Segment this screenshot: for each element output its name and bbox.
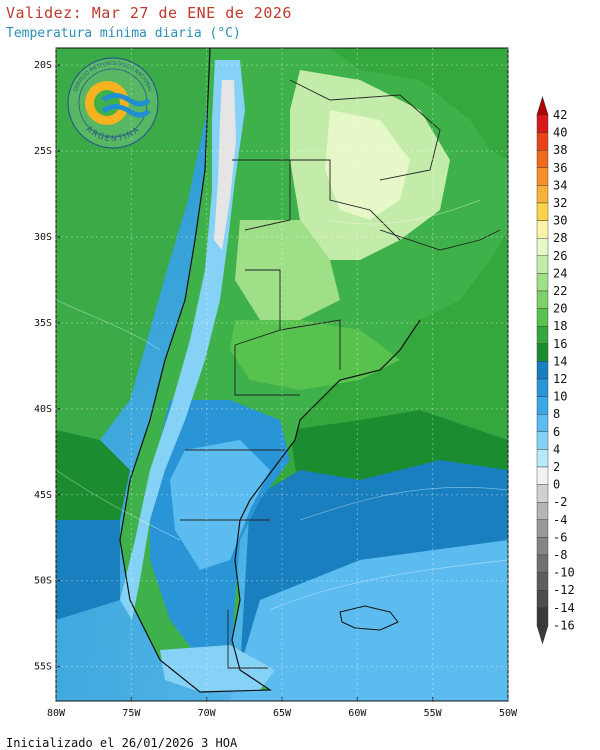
colorbar-level-label: 4 [553,442,560,456]
colorbar-level-label: 24 [553,266,567,280]
colorbar-level-label: -10 [553,566,575,580]
colorbar-swatch [536,502,549,521]
colorbar-swatch [536,414,549,433]
colorbar-level-label: 30 [553,214,567,228]
colorbar-swatch [536,361,549,380]
colorbar-level-label: 12 [553,372,567,386]
colorbar-level-label: 42 [553,108,567,122]
pacific-cool-band [56,430,130,540]
colorbar-swatch [536,466,549,485]
colorbar-level-label: 22 [553,284,567,298]
colorbar-level-label: 36 [553,161,567,175]
pampa-green-zone [230,320,400,390]
colorbar-swatch [536,396,549,415]
colorbar-swatch [536,554,549,573]
tierra-del-fuego [160,645,275,692]
colorbar-swatch [536,519,549,538]
province-borders [180,79,501,669]
lat-tick-label: 20S [34,60,52,71]
colorbar-level-label: -4 [553,513,567,527]
colorbar-level-label: 26 [553,249,567,263]
colorbar-swatch [536,590,549,609]
colorbar-level-label: -8 [553,548,567,562]
lat-tick-label: 45S [34,490,52,501]
colorbar-swatch [536,607,549,626]
colorbar-level-label: -14 [553,601,575,615]
colorbar-level-label: -6 [553,530,567,544]
lon-tick-label: 75W [122,708,141,719]
colorbar-swatch [536,167,549,186]
colorbar-level-label: -2 [553,495,567,509]
lat-tick-label: 50S [34,576,52,587]
colorbar-swatch [536,202,549,221]
interior-mid-zone [235,220,340,320]
andes-strip [120,60,245,620]
colorbar-level-label: 38 [553,143,567,157]
lat-tick-label: 25S [34,146,52,157]
contour-lines [56,199,508,611]
andes-snow [214,80,236,250]
interior-pale-zone [325,110,410,220]
longitude-axis: 80W 75W 70W 65W 60W 55W 50W [47,48,518,719]
colorbar-swatch [536,308,549,327]
colorbar-swatch [536,572,549,591]
colorbar-level-label: 2 [553,460,560,474]
colorbar-swatch [536,220,549,239]
colorbar-swatch [536,149,549,168]
colorbar-level-label: 40 [553,126,567,140]
patagonia-light-zone [170,440,270,570]
falkland-islands [339,605,399,631]
colorbar-level-label: 0 [553,478,560,492]
colorbar-swatch [536,273,549,292]
map-subtitle: Temperatura mínima diaria (°C) [6,26,241,41]
colorbar-swatch [536,343,549,362]
lon-tick-label: 55W [424,708,443,719]
colorbar-level-label: 16 [553,337,567,351]
colorbar-level-label: 28 [553,231,567,245]
colorbar-level-label: 18 [553,319,567,333]
pacific-warm-band [56,48,215,450]
colorbar-swatch [536,484,549,503]
lat-tick-label: 30S [34,232,52,243]
colorbar-bottom-arrow [536,625,549,645]
colorbar-swatch [536,326,549,345]
colorbar-level-label: 14 [553,354,567,368]
lon-tick-label: 65W [273,708,292,719]
colorbar-swatch [536,537,549,556]
logo-wave-icon [101,93,151,107]
lat-tick-label: 40S [34,404,52,415]
coastline [119,48,421,693]
init-footer: Inicializado el 26/01/2026 3 HOA [6,736,238,750]
colorbar-swatch [536,431,549,450]
lat-tick-label: 55S [34,662,52,673]
lon-tick-label: 50W [499,708,518,719]
pacific-mid-band [56,520,120,620]
colorbar-swatch [536,237,549,256]
colorbar-level-label: -12 [553,583,575,597]
lon-tick-label: 60W [348,708,367,719]
colorbar-swatch [536,255,549,274]
colorbar-top-arrow [536,95,549,116]
map-title: Validez: Mar 27 de ENE de 2026 [6,4,292,22]
colorbar-level-label: -16 [553,618,575,632]
colorbar-level-label: 10 [553,390,567,404]
colorbar-level-label: 8 [553,407,560,421]
colorbar-swatch [536,114,549,133]
colorbar-swatch [536,378,549,397]
colorbar-swatch [536,290,549,309]
lat-tick-label: 35S [34,318,52,329]
colorbar-level-label: 20 [553,302,567,316]
colorbar-swatch [536,449,549,468]
colorbar-level-label: 6 [553,425,560,439]
colorbar-swatch [536,185,549,204]
lon-tick-label: 80W [47,708,66,719]
lon-tick-label: 70W [198,708,217,719]
colorbar-level-label: 34 [553,178,567,192]
smn-logo: SERVICIO METEOROLÓGICO NACIONAL ARGENTIN… [67,57,159,149]
latitude-axis: 20S 25S 30S 35S 40S 45S 50S 55S [34,60,508,673]
colorbar-level-label: 32 [553,196,567,210]
colorbar-swatch [536,132,549,151]
